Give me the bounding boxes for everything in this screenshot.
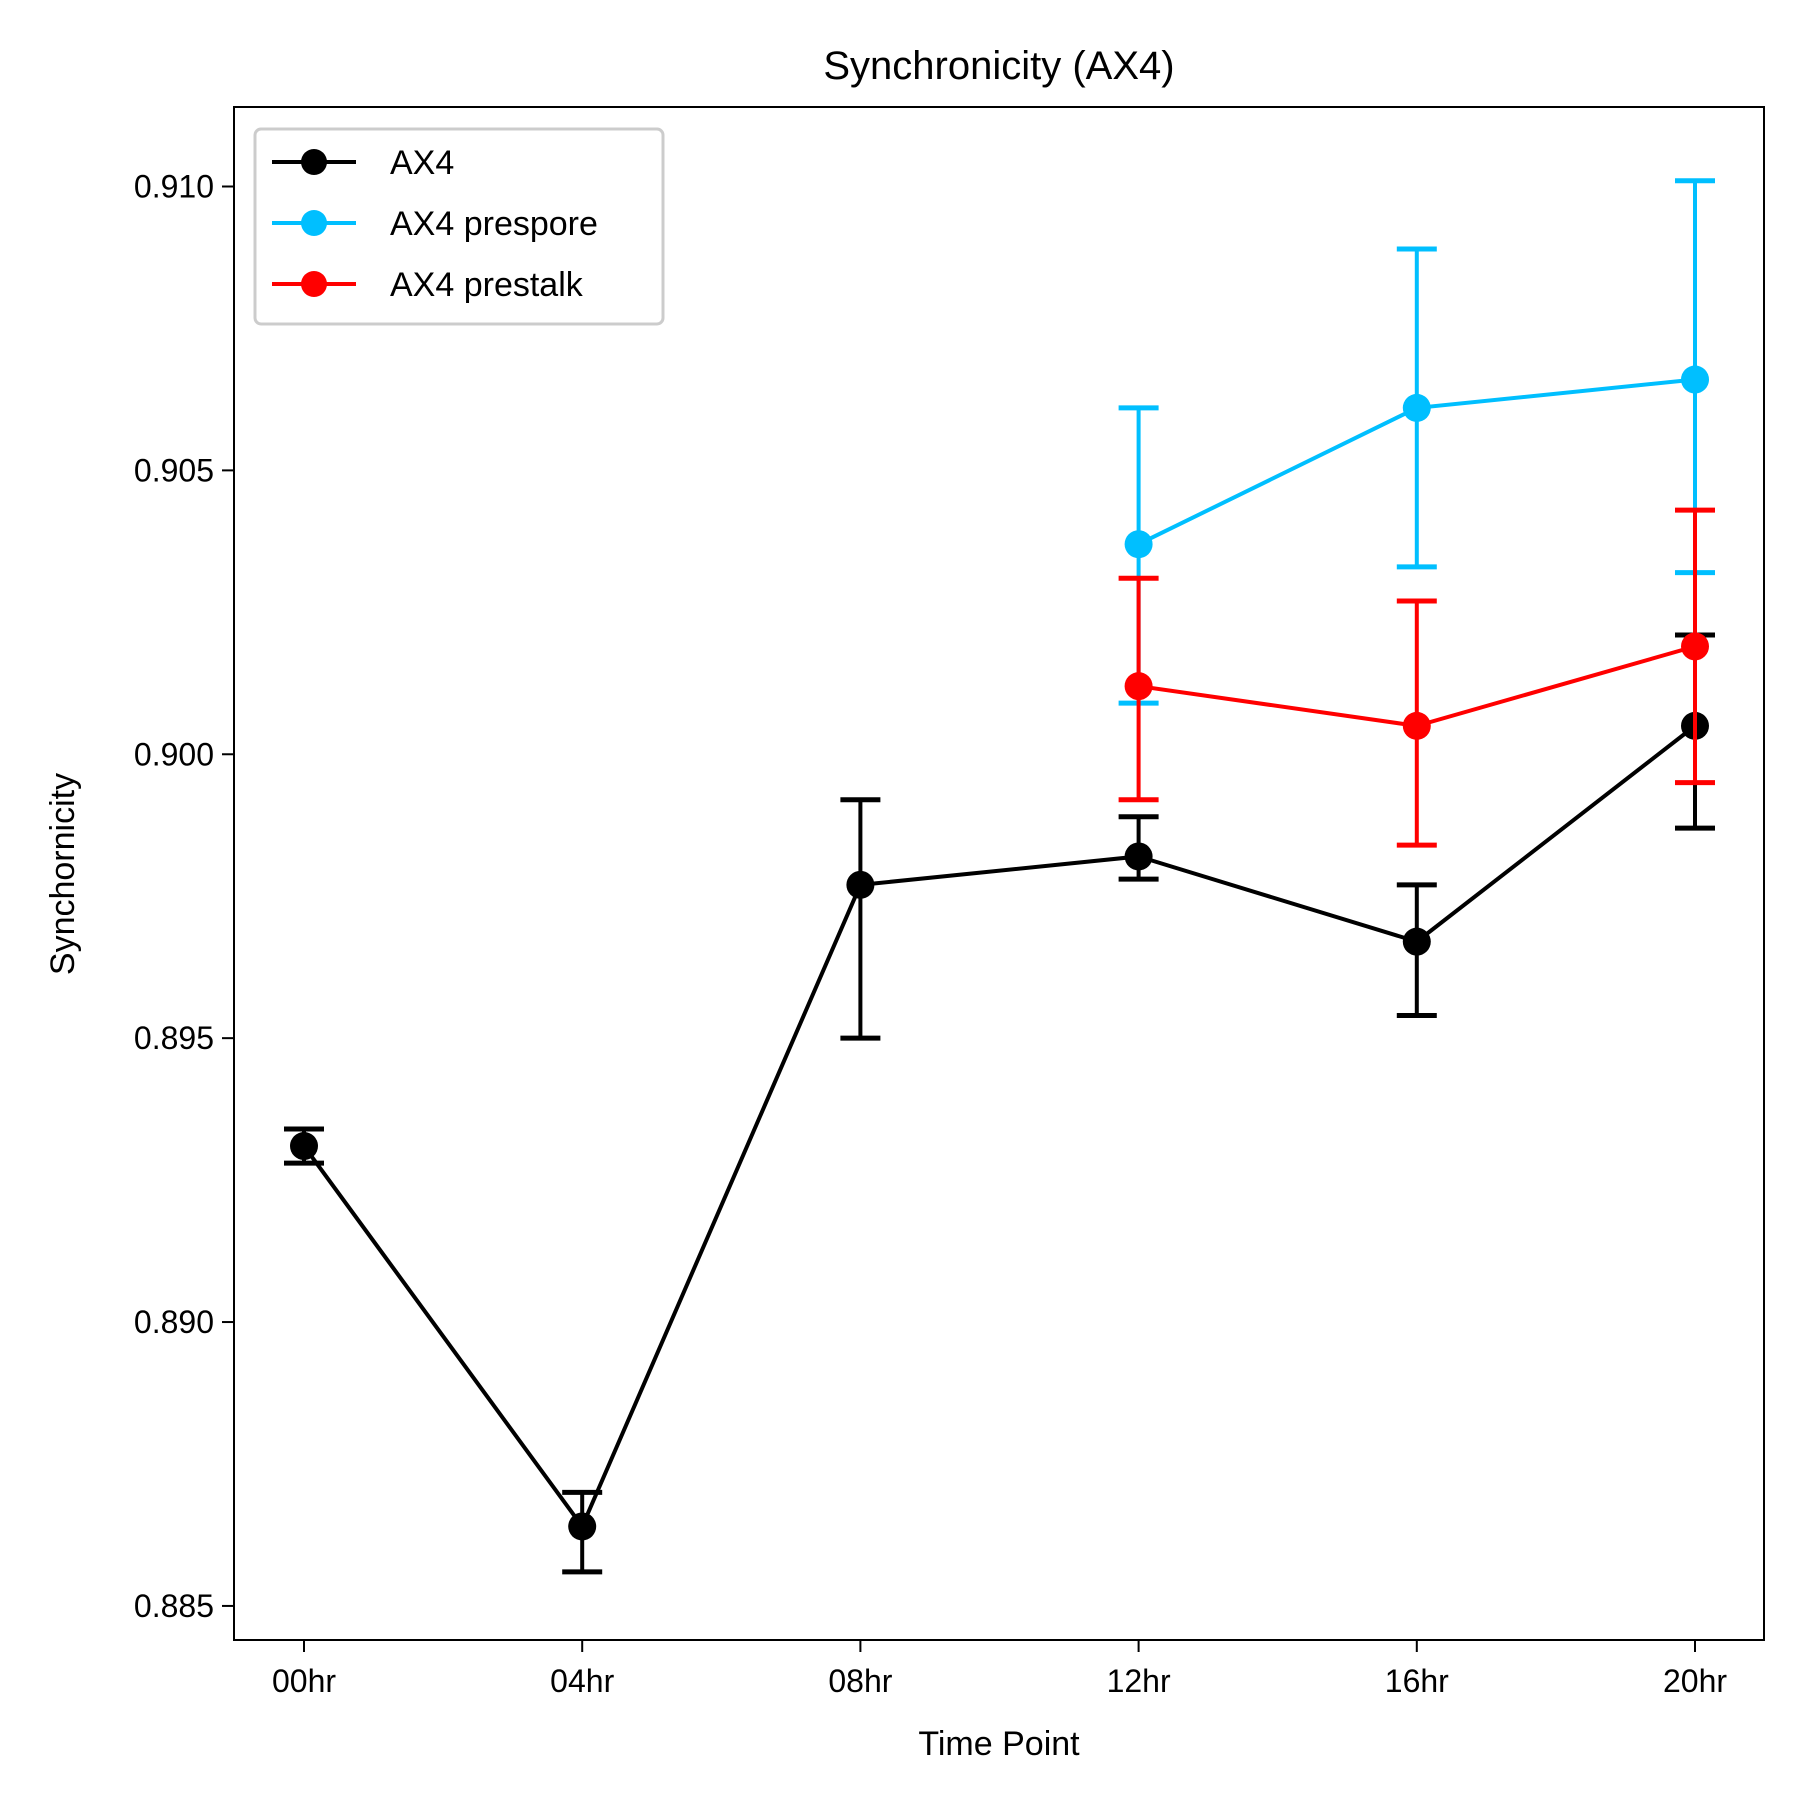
x-tick-label: 00hr — [272, 1663, 336, 1699]
y-tick-label: 0.895 — [134, 1020, 214, 1056]
x-axis-label: Time Point — [918, 1725, 1080, 1763]
legend-marker — [301, 271, 327, 297]
legend-label: AX4 prespore — [390, 205, 598, 243]
data-point — [1402, 927, 1431, 956]
x-tick-label: 20hr — [1663, 1663, 1727, 1699]
y-tick-label: 0.905 — [134, 452, 214, 488]
x-tick-label: 04hr — [550, 1663, 614, 1699]
x-axis: 00hr 04hr 08hr 12hr 16hr 20hr — [272, 1640, 1727, 1699]
legend-box — [253, 127, 665, 326]
y-axis: 0.885 0.890 0.895 0.900 0.905 0.910 — [134, 168, 234, 1624]
chart-title: Synchronicity (AX4) — [823, 44, 1174, 88]
series-line — [302, 724, 1697, 1531]
y-axis-label: Synchornicity — [44, 773, 82, 975]
series-2 — [1118, 507, 1715, 848]
x-tick-label: 16hr — [1385, 1663, 1449, 1699]
y-tick-label: 0.900 — [134, 736, 214, 772]
data-point — [568, 1512, 597, 1541]
data-point — [1124, 842, 1153, 871]
legend-marker — [301, 149, 327, 175]
data-point — [846, 870, 875, 899]
plot-frame — [233, 106, 1765, 1641]
legend-marker — [301, 210, 327, 236]
data-point — [290, 1132, 318, 1161]
y-tick-label: 0.910 — [134, 168, 214, 204]
legend-label: AX4 — [390, 144, 454, 182]
data-point — [1402, 393, 1431, 422]
data-point — [1681, 365, 1709, 394]
data-point — [1124, 672, 1153, 701]
y-tick-label: 0.885 — [134, 1588, 214, 1624]
legend: AX4 AX4 prespore AX4 prestalk — [253, 127, 665, 326]
plot-area — [284, 178, 1715, 1575]
legend-label: AX4 prestalk — [390, 266, 584, 304]
x-tick-label: 08hr — [828, 1663, 892, 1699]
data-point — [1124, 530, 1153, 559]
y-tick-label: 0.890 — [134, 1304, 214, 1340]
data-point — [1681, 632, 1709, 661]
series-0 — [284, 632, 1715, 1575]
x-tick-label: 12hr — [1107, 1663, 1171, 1699]
series-1 — [1118, 178, 1715, 706]
data-point — [1402, 711, 1431, 740]
